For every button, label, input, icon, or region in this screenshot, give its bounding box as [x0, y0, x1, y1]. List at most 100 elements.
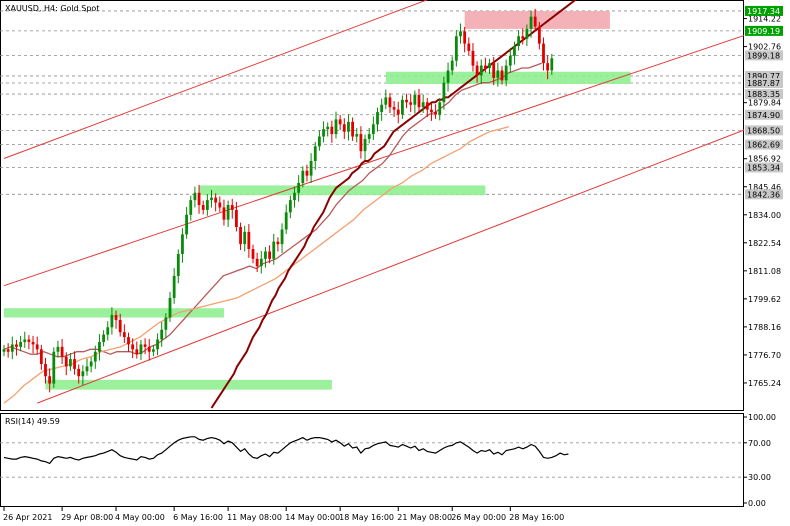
price-tick-label: 1765.24 [748, 379, 781, 388]
candle-body [114, 315, 118, 320]
candle-body [380, 104, 384, 113]
candle-body [176, 253, 180, 276]
price-tag-label: 1874.90 [747, 111, 780, 120]
candlesticks [2, 8, 554, 393]
candle-body [438, 102, 442, 115]
candle-body [218, 202, 222, 208]
candle-body [156, 339, 159, 350]
price-tag-box [745, 5, 783, 16]
price-tick-label: 1834.00 [748, 211, 781, 220]
price-tag-box [745, 109, 783, 120]
candle-body [488, 63, 491, 69]
price-tag-label: 1899.18 [747, 51, 780, 60]
time-tick-label: 18 May 16:00 [339, 513, 394, 522]
channel-lines [3, 0, 744, 404]
candle-body [31, 341, 35, 345]
candle-body [98, 341, 101, 352]
price-tag-box [745, 189, 783, 200]
candle-body [197, 192, 201, 205]
candle-body [297, 182, 301, 193]
candle-body [19, 341, 22, 347]
candle-body [313, 146, 317, 161]
candle-body [6, 349, 10, 352]
candle-body [430, 109, 433, 113]
candle-body [48, 376, 52, 384]
candle-body [454, 36, 458, 61]
rsi-indicator: 100.00 70.00 30.00 0.00 [0, 413, 776, 508]
candle-body [251, 249, 255, 259]
candle-body [508, 55, 512, 66]
candle-body [139, 344, 143, 355]
candle-body [39, 349, 43, 364]
moving-average-line [3, 126, 510, 404]
channel-line [3, 0, 429, 159]
price-tick-label: 1799.62 [748, 295, 781, 304]
candle-body [77, 368, 81, 377]
candle-body [272, 241, 276, 259]
candle-body [396, 109, 400, 115]
candle-body [85, 366, 89, 372]
zone-rect [45, 379, 332, 390]
candle-body [131, 344, 135, 350]
candle-body [122, 332, 126, 338]
time-tick-label: 11 May 08:00 [227, 513, 282, 522]
candle-body [214, 197, 218, 203]
candle-body [280, 229, 284, 245]
candle-body [467, 43, 471, 51]
price-tag-label: 1868.50 [747, 126, 780, 135]
price-tag-label: 1883.35 [747, 90, 780, 99]
candle-body [529, 16, 533, 29]
time-tick-label: 14 May 00:00 [285, 513, 340, 522]
candle-body [69, 359, 72, 367]
candle-body [284, 212, 288, 230]
candle-body [164, 317, 168, 330]
zone-rect [199, 185, 486, 196]
candle-body [276, 241, 280, 245]
candle-body [44, 363, 47, 377]
candle-body [521, 36, 525, 39]
candle-body [318, 136, 321, 147]
candle-body [106, 327, 110, 335]
candle-body [230, 205, 234, 210]
candle-body [492, 63, 496, 78]
candle-body [268, 251, 271, 259]
candle-body [326, 126, 330, 130]
candle-body [355, 134, 359, 137]
candle-body [243, 231, 247, 245]
candle-body [446, 70, 450, 83]
candle-body [27, 339, 31, 342]
moving-average-line [210, 0, 577, 409]
candle-body [235, 209, 238, 228]
candle-body [392, 107, 396, 110]
time-tick-label: 26 May 00:00 [451, 513, 506, 522]
candle-body [434, 112, 437, 115]
price-tag-box [745, 25, 783, 36]
candle-body [347, 121, 350, 132]
candle-body [93, 351, 97, 362]
price-tick-label: 1879.84 [748, 99, 781, 108]
price-tick-label: 1902.76 [748, 43, 781, 52]
candle-body [147, 346, 151, 352]
candle-body [160, 329, 164, 340]
price-tag-box [745, 139, 783, 150]
time-tick-label: 26 Apr 2021 [3, 513, 52, 522]
time-tick-label: 29 Apr 08:00 [61, 513, 113, 522]
rsi-tick-label: 100.00 [748, 413, 776, 422]
candle-body [513, 46, 516, 56]
time-axis: 26 Apr 2021 29 Apr 08:00 4 May 00:00 6 May … [3, 507, 564, 522]
candle-body [479, 65, 483, 76]
candle-body [259, 258, 263, 267]
candle-body [193, 192, 197, 201]
candle-body [226, 205, 230, 220]
candle-body [342, 124, 346, 132]
price-tick-label: 1811.08 [748, 267, 781, 276]
price-tag-box [745, 78, 783, 89]
price-tag-label: 1909.19 [747, 27, 780, 36]
candle-body [201, 205, 205, 210]
candle-body [463, 31, 467, 44]
candle-body [405, 99, 408, 103]
candle-body [417, 94, 421, 108]
candle-body [185, 214, 188, 235]
candle-body [118, 319, 122, 333]
